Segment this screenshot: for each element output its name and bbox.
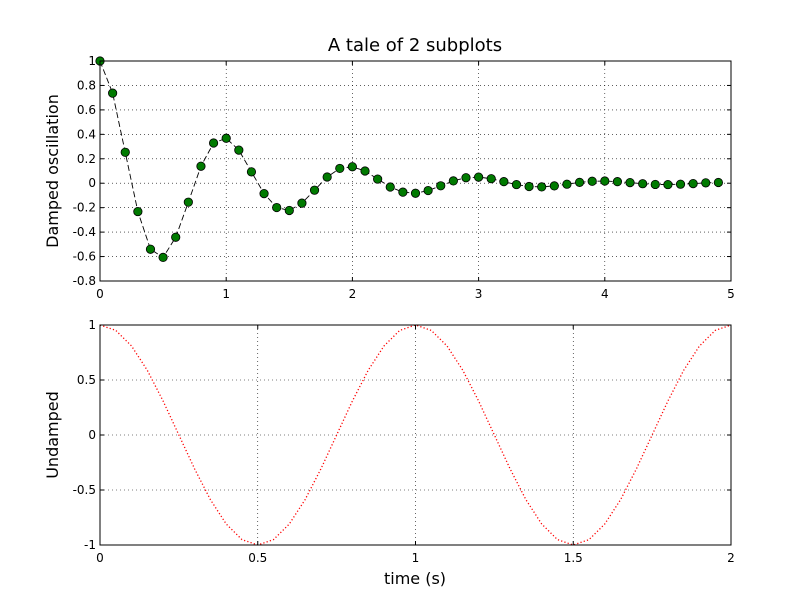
damped-ytick-label: 0 bbox=[88, 176, 96, 190]
damped-subplot: 0 1 2 3 4 5 -0.8 -0.6 -0.4 -0.2 0 0.2 0.4 0.6 0.8 1 bbox=[73, 54, 735, 301]
damped-data-point bbox=[600, 176, 610, 186]
damped-data-point bbox=[448, 176, 458, 186]
damped-data-point bbox=[436, 181, 446, 191]
damped-xtick-label: 3 bbox=[475, 287, 483, 301]
chart-title: A tale of 2 subplots bbox=[328, 35, 502, 56]
damped-xtick-label: 5 bbox=[727, 287, 735, 301]
damped-data-point bbox=[537, 182, 547, 192]
damped-ytick-label: -0.8 bbox=[73, 274, 96, 288]
damped-xtick-label: 1 bbox=[222, 287, 230, 301]
damped-data-point bbox=[284, 205, 294, 216]
undamped-ytick-label: 0.5 bbox=[77, 373, 96, 387]
damped-ytick-label: 0.4 bbox=[77, 127, 96, 141]
damped-ytick-label: 0.2 bbox=[77, 152, 96, 166]
damped-data-point bbox=[145, 244, 156, 254]
damped-data-point bbox=[335, 163, 345, 174]
undamped-ytick-label: -0.5 bbox=[73, 483, 96, 497]
undamped-xtick-label: 0.5 bbox=[248, 551, 267, 565]
undamped-ytick-label: 0 bbox=[88, 428, 96, 442]
damped-data-point bbox=[133, 206, 143, 217]
damped-data-point bbox=[208, 138, 219, 148]
damped-data-point bbox=[713, 177, 723, 188]
damped-data-point bbox=[347, 162, 357, 172]
damped-data-point bbox=[360, 166, 370, 176]
damped-data-point bbox=[259, 189, 269, 199]
damped-ytick-label: 0.6 bbox=[77, 103, 96, 117]
undamped-ytick-label: -1 bbox=[84, 538, 96, 552]
damped-data-point bbox=[221, 133, 231, 143]
damped-ytick-label: 0.8 bbox=[77, 78, 96, 92]
damped-ytick-label: 1 bbox=[88, 54, 96, 68]
damped-data-point bbox=[499, 177, 509, 187]
damped-data-point bbox=[297, 198, 307, 208]
damped-xtick-label: 0 bbox=[96, 287, 104, 301]
damped-data-point bbox=[246, 167, 257, 177]
damped-data-point bbox=[272, 202, 282, 213]
damped-series-line bbox=[99, 60, 719, 259]
damped-data-point bbox=[373, 174, 383, 184]
damped-data-point bbox=[587, 176, 597, 186]
damped-data-point bbox=[549, 181, 559, 191]
damped-data-point bbox=[524, 181, 534, 192]
damped-ytick-label: -0.4 bbox=[73, 225, 96, 239]
damped-data-point bbox=[196, 161, 206, 171]
damped-ytick-label: -0.2 bbox=[73, 201, 96, 215]
damped-data-point bbox=[663, 179, 673, 190]
undamped-subplot: 0 0.5 1 1.5 2 -1 -0.5 0 0.5 1 bbox=[73, 318, 735, 565]
damped-xtick-label: 2 bbox=[349, 287, 357, 301]
damped-data-point bbox=[701, 178, 711, 188]
undamped-ytick-label: 1 bbox=[88, 318, 96, 332]
damped-data-point bbox=[423, 185, 433, 196]
undamped-ylabel: Undamped bbox=[43, 391, 62, 479]
damped-data-point bbox=[625, 178, 635, 188]
damped-data-point bbox=[398, 187, 408, 197]
damped-data-point bbox=[171, 232, 181, 242]
damped-data-point bbox=[108, 88, 118, 98]
damped-data-point bbox=[511, 179, 522, 190]
damped-data-point bbox=[486, 174, 496, 184]
damped-data-point bbox=[562, 179, 572, 189]
damped-data-point bbox=[309, 185, 320, 195]
damped-data-point bbox=[574, 177, 585, 187]
damped-data-point bbox=[410, 188, 421, 198]
damped-data-point bbox=[234, 145, 244, 155]
damped-ylabel: Damped oscillation bbox=[43, 94, 62, 248]
damped-data-point bbox=[612, 177, 623, 187]
damped-data-point bbox=[638, 179, 648, 189]
damped-data-point bbox=[461, 173, 471, 183]
damped-data-point bbox=[675, 179, 686, 189]
damped-axes-frame bbox=[99, 60, 732, 282]
damped-data-point bbox=[158, 252, 168, 263]
damped-data-point bbox=[120, 147, 130, 157]
undamped-xtick-label: 2 bbox=[727, 551, 735, 565]
undamped-series-line bbox=[99, 324, 732, 546]
damped-xtick-label: 4 bbox=[601, 287, 609, 301]
damped-data-point bbox=[322, 172, 332, 182]
damped-ytick-label: -0.6 bbox=[73, 250, 96, 264]
damped-data-point bbox=[688, 178, 698, 189]
undamped-xtick-label: 1.5 bbox=[564, 551, 583, 565]
undamped-xtick-label: 0 bbox=[96, 551, 104, 565]
undamped-xtick-label: 1 bbox=[412, 551, 420, 565]
damped-data-point bbox=[183, 197, 193, 207]
damped-data-point bbox=[385, 182, 395, 192]
damped-data-point bbox=[473, 172, 484, 182]
damped-data-point bbox=[650, 179, 660, 190]
undamped-xlabel: time (s) bbox=[384, 569, 446, 588]
